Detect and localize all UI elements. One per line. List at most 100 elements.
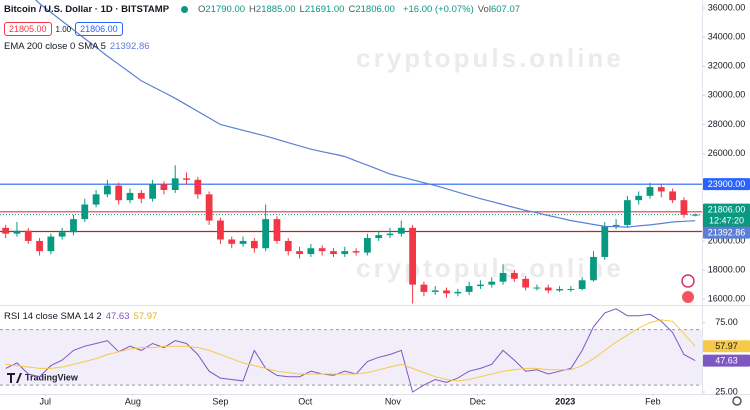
- candle-body: [510, 272, 518, 279]
- candle-body: [70, 219, 77, 233]
- candle-body: [397, 227, 405, 234]
- logo-mark: [7, 373, 22, 383]
- candle-body: [126, 192, 134, 201]
- candle-body: [217, 220, 224, 240]
- candle-body: [691, 214, 699, 216]
- price-label: 21392.86: [708, 228, 746, 238]
- candle-body: [364, 238, 371, 253]
- x-tick-label: Sep: [212, 396, 228, 406]
- ohlc-value: 21885.00: [255, 4, 296, 15]
- y-tick-label: 34000.00: [708, 31, 746, 41]
- rsi-band: [0, 329, 702, 386]
- candle-body: [420, 284, 428, 292]
- candle-body: [465, 286, 473, 292]
- candle-body: [239, 240, 247, 244]
- rsi-pane: [0, 308, 702, 393]
- candle-body: [646, 187, 654, 196]
- price-label-bg: [703, 203, 750, 216]
- watermark: cryptopuls.online: [356, 253, 624, 283]
- y-tick-label: 36000.00: [708, 2, 746, 12]
- ohlc-name: L: [299, 4, 305, 15]
- logo-text: TradingView: [25, 372, 79, 382]
- candle-body: [522, 278, 530, 288]
- candle-body: [499, 272, 507, 282]
- candle-body: [318, 248, 326, 252]
- x-tick-label: Dec: [470, 396, 487, 406]
- x-tick-label: Oct: [298, 396, 313, 406]
- rsi-legend: RSI 14 close SMA 14 2 47.63 57.97: [4, 311, 157, 322]
- x-tick-label: Feb: [645, 396, 661, 406]
- candle-body: [443, 290, 450, 294]
- symbol-header: Bitcoin / U.S. Dollar · 1D · BITSTAMP O2…: [4, 4, 520, 15]
- candle-body: [409, 227, 416, 285]
- settings-icon[interactable]: [732, 396, 742, 406]
- price-label: 21806.00: [708, 205, 746, 215]
- candle-body: [92, 194, 100, 205]
- candle-body: [386, 233, 394, 236]
- y-tick-label: 16000.00: [708, 294, 746, 304]
- price-label-bg: [703, 178, 750, 191]
- candle-body: [205, 194, 213, 221]
- volume-name: Vol: [477, 4, 491, 15]
- candle-body: [194, 179, 202, 195]
- rsi-line: [5, 319, 696, 382]
- volume-value: 607.07: [490, 4, 521, 15]
- candle-body: [635, 195, 643, 201]
- ema-name: EMA 200 close 0 SMA 5: [4, 41, 106, 52]
- alert-icon[interactable]: [681, 274, 695, 288]
- rsi-sma-value: 57.97: [133, 311, 158, 322]
- price-label: 23900.00: [708, 179, 746, 189]
- candle-body: [330, 251, 337, 255]
- price-label: 12:47:20: [709, 216, 744, 226]
- candle-body: [250, 240, 258, 249]
- price-pane: [0, 0, 702, 304]
- candle-body: [567, 288, 575, 290]
- candle-body: [115, 185, 123, 201]
- candle-body: [58, 232, 66, 237]
- y-tick-label: 32000.00: [708, 61, 746, 71]
- ema-line: [34, 0, 696, 228]
- price-label: 47.63: [715, 355, 738, 365]
- ema-value: 21392.86: [109, 41, 150, 52]
- candle-body: [477, 284, 484, 287]
- candle-body: [454, 291, 462, 294]
- logo: TradingView: [7, 372, 79, 383]
- candle-body: [612, 224, 620, 227]
- watermark: cryptopuls.online: [356, 43, 624, 73]
- y-tick-label: 20000.00: [708, 235, 746, 245]
- candle-body: [160, 184, 168, 190]
- x-tick-label: Nov: [385, 396, 402, 406]
- x-tick-label: Jul: [39, 396, 51, 406]
- candle-body: [149, 184, 156, 199]
- ohlc-value: 21691.00: [304, 4, 345, 15]
- y-tick-label: 30000.00: [708, 90, 746, 100]
- candle-body: [352, 251, 360, 253]
- candle-body: [296, 251, 303, 255]
- y-tick-label: 26000.00: [708, 148, 746, 158]
- candle-body: [375, 235, 383, 239]
- candle-body: [2, 227, 10, 234]
- symbol-title: Bitcoin / U.S. Dollar · 1D · BITSTAMP: [4, 4, 170, 15]
- spread: 1.00: [55, 24, 72, 34]
- ohlc-value: 21806.00: [355, 4, 395, 15]
- change: +16.00 (+0.07%): [402, 4, 474, 15]
- price-label-bg: [703, 214, 750, 227]
- candle-body: [669, 191, 676, 201]
- rsi-name: RSI 14 close SMA 14 2: [4, 311, 102, 322]
- candle-body: [307, 248, 315, 255]
- events-icon[interactable]: [682, 291, 694, 303]
- trade-toolbar: 21805.00 1.00 21806.00: [4, 22, 123, 36]
- ohlc-name: C: [348, 4, 356, 15]
- candle-body: [578, 280, 586, 289]
- price-label-bg: [703, 340, 750, 353]
- buy-button[interactable]: 21806.00: [75, 22, 123, 36]
- candle-body: [657, 187, 665, 192]
- candle-body: [104, 185, 111, 195]
- side-icons[interactable]: [681, 274, 695, 303]
- y-tick-label: 25.00: [715, 386, 738, 396]
- candle-body: [284, 240, 292, 252]
- ohlc-name: H: [249, 4, 256, 15]
- sell-button[interactable]: 21805.00: [4, 22, 52, 36]
